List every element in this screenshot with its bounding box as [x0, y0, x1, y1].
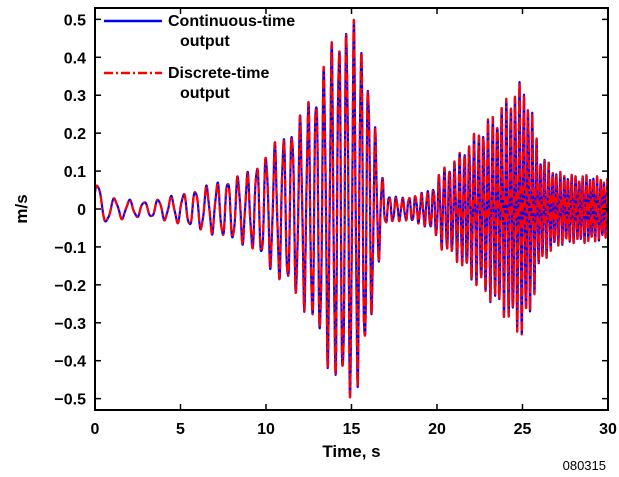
x-axis-title: Time, s [322, 442, 380, 461]
y-tick-label: 0.4 [64, 50, 86, 67]
x-tick-label: 0 [91, 421, 100, 438]
y-tick-label: −0.5 [54, 392, 86, 409]
legend: Continuous-time output Discrete-time output [104, 13, 295, 102]
x-tick-label: 30 [599, 421, 617, 438]
y-tick-label: −0.3 [54, 316, 86, 333]
series-layer [95, 18, 608, 399]
y-tick-label: 0.5 [64, 12, 86, 29]
y-tick-label: 0 [77, 202, 86, 219]
ticks-layer: 0 5 10 15 20 25 30 −0.5 −0.4 −0.3 −0.2 −0.1 0 0.1 0.2 0… [54, 8, 617, 438]
legend-label: Discrete-time [168, 65, 269, 82]
x-tick-label: 20 [428, 421, 446, 438]
figure-id: 080315 [563, 458, 606, 473]
y-tick-label: 0.2 [64, 126, 86, 143]
series-line-discrete [95, 18, 608, 399]
x-tick-label: 25 [514, 421, 532, 438]
y-tick-label: 0.1 [64, 164, 86, 181]
x-tick-label: 10 [257, 421, 275, 438]
x-tick-label: 15 [343, 421, 361, 438]
legend-label: output [180, 85, 230, 102]
y-tick-label: −0.4 [54, 354, 86, 371]
legend-label: Continuous-time [168, 13, 295, 30]
y-tick-label: −0.2 [54, 278, 86, 295]
y-axis-title: m/s [12, 194, 31, 223]
legend-label: output [180, 33, 230, 50]
y-tick-label: 0.3 [64, 88, 86, 105]
x-tick-label: 5 [176, 421, 185, 438]
y-tick-label: −0.1 [54, 240, 86, 257]
